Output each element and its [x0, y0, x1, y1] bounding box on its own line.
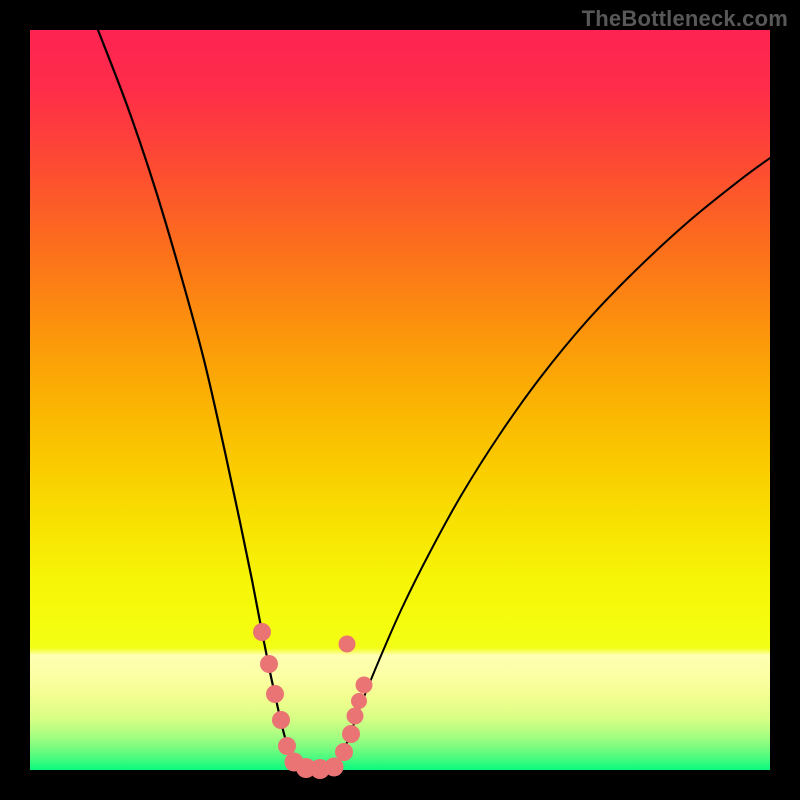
marker-point	[335, 743, 353, 761]
plot-background	[30, 30, 770, 770]
marker-point	[351, 693, 367, 709]
marker-point	[266, 685, 284, 703]
marker-point	[272, 711, 290, 729]
marker-point	[260, 655, 278, 673]
marker-point	[347, 708, 364, 725]
marker-point	[253, 623, 271, 641]
marker-point	[278, 737, 296, 755]
bottleneck-chart	[0, 0, 800, 800]
marker-point	[342, 725, 360, 743]
watermark-text: TheBottleneck.com	[582, 6, 788, 32]
marker-point	[339, 636, 356, 653]
marker-point	[356, 677, 373, 694]
